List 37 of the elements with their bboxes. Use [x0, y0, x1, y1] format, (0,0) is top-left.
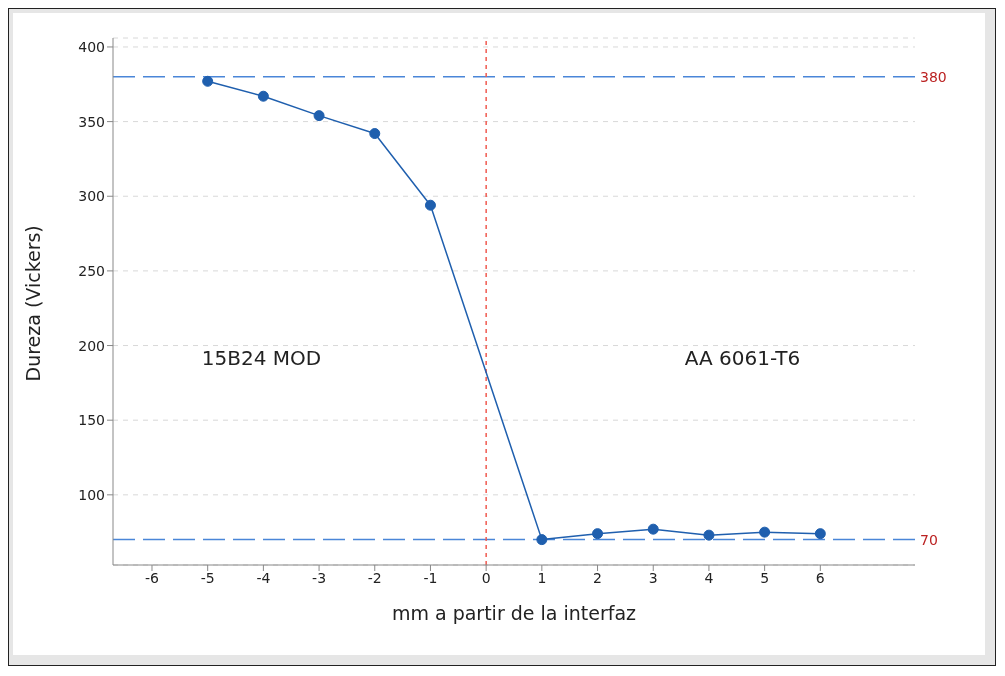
point: [814, 528, 826, 540]
x-tick-label: 4: [704, 569, 714, 586]
x-tick-label: -3: [312, 569, 327, 586]
y-tick-label: 200: [78, 337, 105, 354]
y-tick-label: 400: [78, 38, 105, 55]
x-tick-label: 5: [760, 569, 770, 586]
x-tick-label: 1: [537, 569, 547, 586]
point: [536, 534, 548, 546]
y-tick-label: 100: [78, 486, 105, 503]
ref-line-label: 70: [920, 531, 938, 548]
x-tick-label: -1: [423, 569, 438, 586]
point: [759, 526, 771, 538]
y-tick-label: 250: [78, 262, 105, 279]
x-tick-label: 0: [481, 569, 491, 586]
point: [703, 529, 715, 541]
x-tick-label: -2: [367, 569, 382, 586]
y-axis-title: Dureza (Vickers): [21, 225, 44, 382]
x-tick-label: 6: [815, 569, 825, 586]
annotation: AA 6061-T6: [684, 346, 801, 371]
y-tick-label: 350: [78, 113, 105, 130]
point: [592, 528, 604, 540]
x-tick-label: 3: [648, 569, 658, 586]
point: [257, 90, 269, 102]
point: [369, 128, 381, 140]
x-tick-label: -4: [256, 569, 271, 586]
point: [202, 75, 214, 87]
x-axis-title: mm a partir de la interfaz: [391, 602, 637, 624]
x-tick-label: 2: [593, 569, 602, 586]
point: [313, 110, 325, 122]
x-tick-label: -5: [200, 569, 215, 586]
x-tick-label: -6: [145, 569, 160, 586]
ref-line-label: 380: [920, 68, 947, 85]
y-tick-label: 300: [78, 188, 105, 205]
point: [424, 199, 436, 211]
y-tick-label: 150: [78, 412, 105, 429]
annotation: 15B24 MOD: [201, 346, 322, 371]
point: [647, 523, 659, 535]
